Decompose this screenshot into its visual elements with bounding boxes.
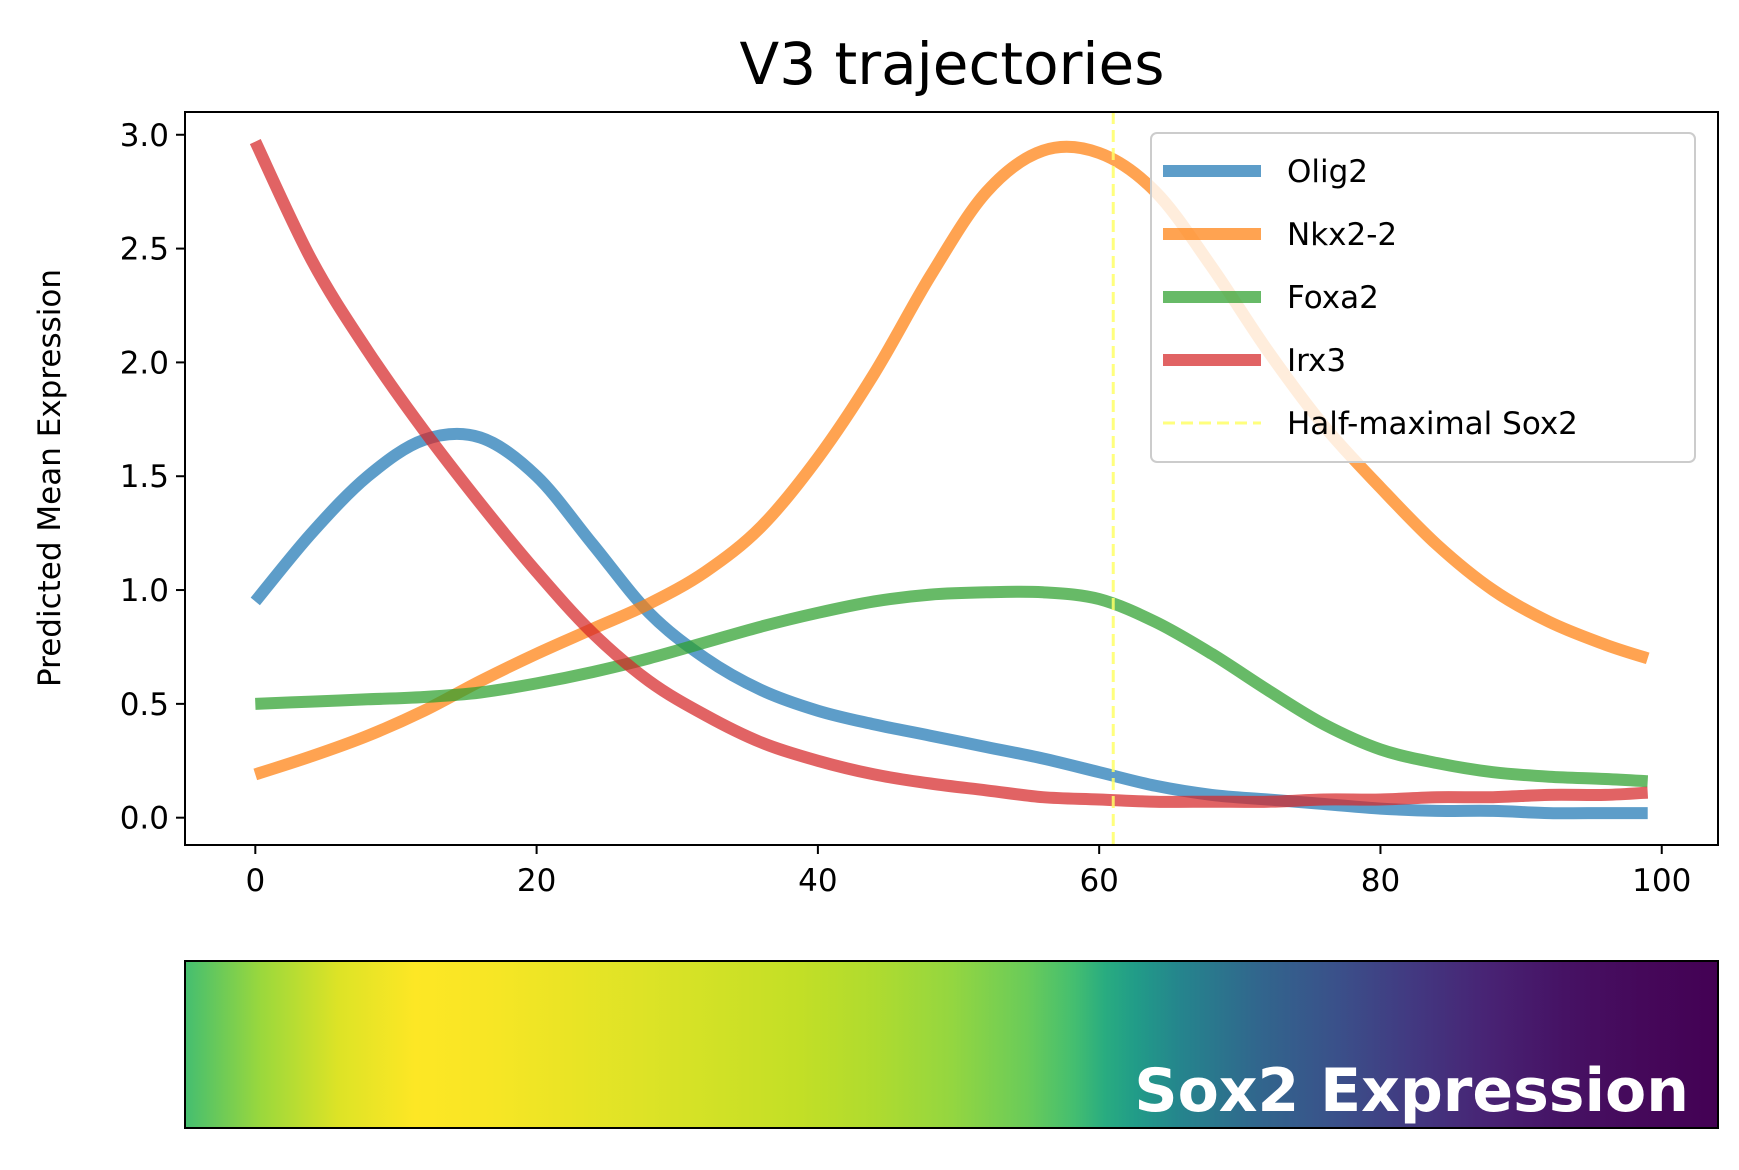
x-tick-label: 20	[517, 863, 556, 899]
series-line-foxa2	[255, 585, 1649, 788]
legend-label: Half-maximal Sox2	[1287, 406, 1578, 442]
colorbar-label: Sox2 Expression	[1134, 1056, 1689, 1126]
legend-label: Olig2	[1287, 154, 1368, 190]
y-axis-label: Predicted Mean Expression	[32, 269, 68, 687]
legend: Olig2 Nkx2-2 Foxa2 Irx3 Half-maximal Sox2	[1150, 132, 1696, 463]
x-tick-label: 100	[1632, 863, 1691, 899]
y-tick-label: 0.5	[120, 687, 169, 723]
legend-box	[1150, 132, 1696, 463]
y-tick-label: 0.0	[120, 801, 169, 837]
x-tick-label: 0	[245, 863, 265, 899]
y-tick-label: 2.0	[120, 345, 169, 381]
y-tick-label: 1.5	[120, 459, 169, 495]
legend-label: Foxa2	[1287, 280, 1379, 316]
y-tick-label: 3.0	[120, 118, 169, 154]
x-tick-label: 40	[798, 863, 837, 899]
x-tick-label: 60	[1079, 863, 1118, 899]
series-lines	[249, 139, 1650, 820]
series-line-irx3	[249, 139, 1649, 808]
sox2-colorbar	[184, 960, 1719, 1129]
axis-ticks: 0 20 40 60 80 100 0.0 0.5 1.0 1.5 2.0 2.5 3.0	[120, 118, 1692, 899]
y-tick-label: 1.0	[120, 573, 169, 609]
legend-label: Irx3	[1287, 343, 1346, 379]
x-tick-label: 80	[1361, 863, 1400, 899]
y-tick-label: 2.5	[120, 232, 169, 268]
series-line-olig2	[250, 427, 1648, 820]
plot-frame	[184, 111, 1719, 846]
legend-label: Nkx2-2	[1287, 217, 1397, 253]
series-line-nkx2-2	[253, 140, 1650, 781]
chart-title: V3 trajectories	[740, 30, 1165, 98]
